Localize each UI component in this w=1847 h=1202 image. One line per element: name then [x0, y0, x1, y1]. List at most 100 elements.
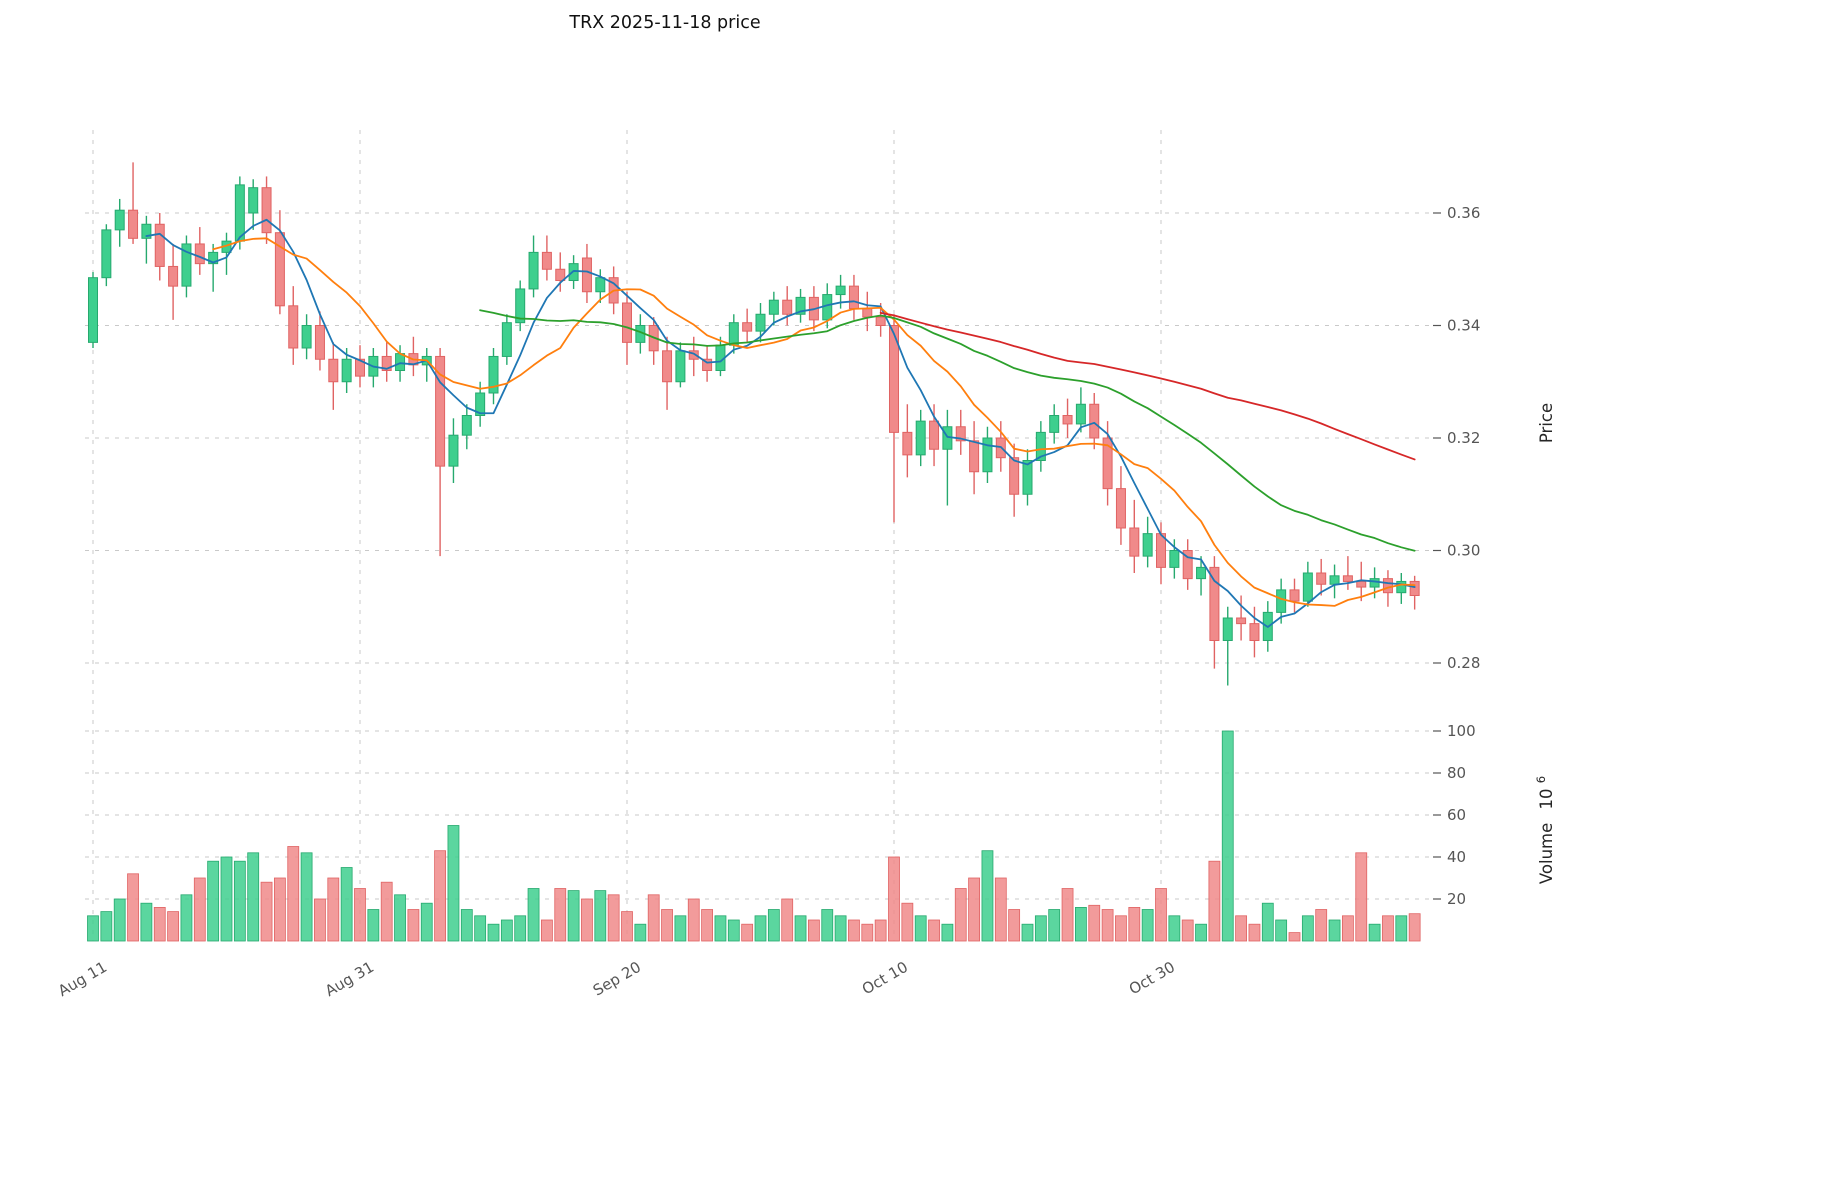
- candle-body-up: [675, 350, 686, 383]
- volume-bar: [367, 909, 380, 942]
- volume-bar: [447, 825, 460, 942]
- volume-bar: [1355, 852, 1368, 942]
- volume-bar: [954, 888, 967, 942]
- candle-body-up: [795, 296, 806, 315]
- volume-bar: [273, 877, 286, 942]
- volume-bar: [1181, 919, 1194, 942]
- volume-bar: [100, 911, 113, 942]
- volume-bar: [434, 850, 447, 942]
- candle-body-down: [848, 285, 859, 310]
- candle-body-down: [1289, 589, 1300, 602]
- volume-bar: [767, 909, 780, 942]
- candle-body-down: [1342, 575, 1353, 582]
- price-tick-label: 0.36: [1447, 204, 1480, 222]
- volume-bar: [460, 909, 473, 942]
- volume-bar: [1061, 888, 1074, 942]
- volume-bar: [87, 915, 99, 942]
- price-tick-label: 0.34: [1447, 317, 1480, 335]
- volume-tick-label: 40: [1447, 848, 1466, 866]
- volume-bar: [901, 902, 914, 942]
- volume-bar: [1382, 915, 1394, 942]
- candle-body-down: [1209, 566, 1220, 642]
- candle-body-up: [1302, 572, 1313, 602]
- volume-bar: [554, 888, 567, 942]
- volume-bar: [861, 923, 874, 942]
- volume-bar: [527, 888, 540, 942]
- volume-bar: [1021, 923, 1034, 942]
- grid-layer: [85, 130, 1432, 941]
- candle-body-down: [902, 431, 913, 456]
- candle-body-up: [822, 294, 833, 321]
- volume-bar: [1034, 915, 1047, 942]
- candle-body-up: [461, 415, 472, 436]
- volume-bar: [1221, 730, 1234, 942]
- volume-bar: [941, 923, 954, 942]
- volume-tick-label: 60: [1447, 806, 1466, 824]
- volume-bar: [741, 923, 754, 942]
- candle-body-down: [168, 265, 179, 287]
- candle-body-up: [248, 187, 259, 214]
- volume-bar: [1368, 923, 1381, 942]
- volume-bar: [821, 909, 834, 942]
- candle-body-up: [528, 251, 539, 290]
- candle-body-down: [702, 358, 713, 371]
- volume-bar: [394, 894, 406, 942]
- price-panel: [88, 162, 1420, 686]
- candle-body-up: [1022, 460, 1033, 495]
- candle-body-down: [355, 358, 365, 377]
- candle-body-up: [1276, 589, 1287, 613]
- candle-body-up: [488, 355, 499, 394]
- candle-body-down: [1062, 415, 1073, 425]
- volume-bar: [1088, 904, 1101, 942]
- volume-bar: [1301, 915, 1314, 942]
- candle-body-up: [755, 313, 766, 332]
- volume-bar: [1208, 860, 1221, 942]
- candle-body-down: [1009, 457, 1020, 495]
- volume-bar: [1128, 907, 1141, 942]
- candle-body-up: [448, 434, 459, 467]
- candle-body-down: [381, 355, 392, 372]
- volume-bar: [687, 898, 700, 942]
- candle-body-up: [181, 243, 192, 287]
- volume-bar: [1315, 909, 1328, 942]
- candle-body-down: [688, 350, 699, 360]
- candle-body-down: [929, 420, 940, 450]
- ma-medium-line: [212, 237, 1416, 607]
- volume-axis-unit-base: 10: [1537, 788, 1556, 809]
- volume-bar: [968, 877, 980, 942]
- volume-bar: [661, 909, 673, 942]
- candle-body-down: [1102, 437, 1113, 490]
- volume-bar: [1141, 909, 1154, 942]
- volume-bar: [474, 915, 487, 942]
- candle-body-down: [622, 302, 632, 343]
- volume-bar: [1101, 909, 1114, 942]
- volume-bar: [127, 873, 139, 942]
- candle-body-down: [1356, 580, 1367, 588]
- volume-bar: [754, 915, 767, 942]
- x-tick-label: Oct 30: [1126, 958, 1178, 998]
- volume-bar: [233, 860, 246, 942]
- candle-body-down: [969, 440, 980, 473]
- candle-body-up: [1329, 575, 1340, 585]
- volume-bar: [848, 919, 860, 942]
- volume-bar: [407, 909, 420, 942]
- ma-slow-line: [479, 309, 1416, 552]
- volume-bar: [1075, 907, 1087, 942]
- candle-body-up: [1075, 403, 1086, 425]
- volume-bar: [300, 852, 313, 942]
- volume-bar: [327, 877, 340, 942]
- candle-body-up: [835, 285, 846, 296]
- candle-body-down: [128, 209, 139, 239]
- volume-bar: [193, 877, 206, 942]
- candle-body-up: [208, 251, 219, 265]
- candle-body-up: [1035, 431, 1046, 461]
- candle-body-up: [1142, 533, 1153, 557]
- candle-body-down: [1115, 488, 1126, 529]
- volume-panel: [87, 730, 1421, 942]
- candle-body-up: [1396, 580, 1407, 594]
- candle-body-up: [1169, 550, 1180, 568]
- candle-body-down: [955, 426, 966, 442]
- candle-body-up: [768, 299, 779, 315]
- volume-bar: [727, 919, 740, 942]
